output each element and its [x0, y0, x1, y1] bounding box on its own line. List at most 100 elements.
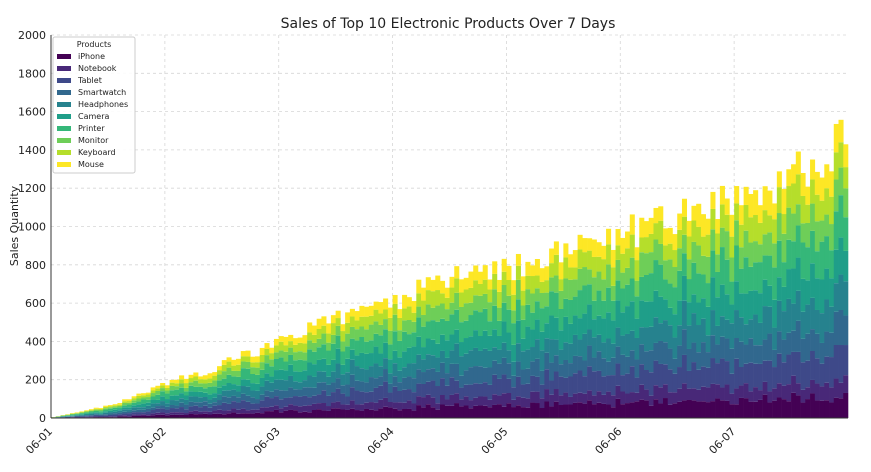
bar-segment-mouse — [136, 393, 142, 396]
bar-segment-monitor — [681, 234, 688, 254]
bar-segment-headphones — [620, 335, 626, 355]
bar-segment-headphones — [677, 325, 683, 346]
bar-segment-tablet — [202, 405, 208, 412]
bar-segment-mouse — [188, 374, 194, 379]
bar-segment-iphone — [425, 404, 431, 418]
bar-segment-camera — [715, 297, 721, 326]
bar-segment-mouse — [440, 280, 446, 294]
bar-segment-camera — [188, 391, 194, 397]
bar-segment-tablet — [269, 398, 275, 407]
bar-segment-mouse — [795, 151, 801, 175]
bar-segment-monitor — [444, 309, 450, 321]
bar-segment-smartwatch — [288, 387, 294, 398]
bar-segment-monitor — [553, 275, 559, 293]
bar-segment-mouse — [421, 287, 427, 301]
bar-segment-camera — [283, 370, 289, 381]
bar-segment-mouse — [515, 253, 521, 266]
bar-segment-tablet — [321, 390, 327, 404]
bar-segment-keyboard — [212, 375, 218, 381]
bar-segment-camera — [686, 302, 692, 326]
bar-segment-printer — [236, 376, 242, 386]
bar-segment-mouse — [653, 207, 659, 224]
bar-segment-iphone — [231, 412, 237, 418]
legend-label: Headphones — [78, 100, 128, 109]
bar-segment-tablet — [283, 397, 289, 407]
bar-segment-mouse — [264, 343, 270, 350]
bar-segment-keyboard — [345, 322, 351, 334]
bar-segment-mouse — [544, 266, 550, 281]
bar-segment-keyboard — [193, 376, 199, 381]
bar-segment-smartwatch — [349, 374, 355, 388]
bar-segment-iphone — [122, 416, 128, 418]
bar-segment-printer — [131, 402, 137, 406]
bar-segment-keyboard — [383, 309, 389, 320]
bar-segment-monitor — [791, 213, 797, 242]
bar-segment-keyboard — [288, 341, 294, 348]
bar-segment-iphone — [549, 406, 555, 418]
bar-segment-notebook — [421, 397, 427, 408]
bar-segment-mouse — [629, 214, 635, 235]
bar-segment-smartwatch — [677, 345, 683, 368]
bar-segment-printer — [278, 357, 284, 370]
bar-segment-monitor — [819, 220, 825, 242]
bar-segment-camera — [183, 395, 189, 400]
bar-segment-smartwatch — [345, 384, 351, 397]
bar-segment-headphones — [492, 347, 498, 361]
bar-segment-smartwatch — [724, 338, 730, 362]
bar-segment-headphones — [164, 403, 170, 407]
bar-segment-mouse — [183, 378, 189, 384]
bar-segment-tablet — [515, 376, 521, 397]
bar-segment-tablet — [345, 396, 351, 405]
bar-segment-monitor — [795, 204, 801, 226]
bar-segment-mouse — [269, 347, 275, 354]
bar-segment-mouse — [662, 228, 669, 246]
bar-segment-mouse — [359, 305, 365, 317]
bar-segment-tablet — [677, 367, 683, 389]
bar-segment-printer — [691, 262, 697, 295]
bar-segment-monitor — [639, 252, 645, 277]
bar-segment-headphones — [686, 325, 692, 349]
bar-segment-iphone — [335, 408, 341, 418]
bar-segment-monitor — [416, 306, 422, 318]
bar-segment-smartwatch — [112, 413, 118, 415]
chart-title: Sales of Top 10 Electronic Products Over… — [281, 16, 616, 32]
bar-segment-iphone — [634, 401, 640, 418]
bar-segment-iphone — [610, 407, 616, 418]
bar-segment-tablet — [226, 403, 232, 411]
legend-swatch — [57, 78, 71, 83]
bar-segment-camera — [520, 338, 526, 352]
bar-segment-headphones — [606, 338, 612, 362]
bar-segment-headphones — [226, 390, 232, 398]
bar-segment-camera — [700, 298, 706, 319]
bar-segment-mouse — [458, 279, 465, 293]
bar-segment-keyboard — [710, 208, 716, 230]
bar-segment-iphone — [691, 400, 697, 418]
bar-segment-iphone — [212, 413, 218, 418]
bar-segment-headphones — [511, 361, 517, 376]
bar-segment-notebook — [705, 387, 711, 403]
bar-segment-mouse — [686, 220, 692, 237]
bar-segment-printer — [440, 318, 446, 335]
legend-label: Notebook — [78, 64, 117, 73]
bar-segment-notebook — [748, 391, 754, 402]
bar-segment-monitor — [814, 221, 820, 252]
bar-segment-keyboard — [677, 229, 683, 249]
bar-segment-headphones — [795, 290, 801, 321]
bar-segment-tablet — [625, 373, 631, 394]
bar-segment-headphones — [719, 316, 725, 337]
bar-segment-camera — [221, 385, 227, 391]
bar-segment-mouse — [520, 276, 526, 291]
bar-segment-headphones — [724, 319, 730, 339]
bar-segment-monitor — [743, 230, 749, 258]
bar-segment-keyboard — [117, 404, 123, 406]
bar-segment-headphones — [520, 351, 526, 370]
bar-segment-iphone — [473, 405, 479, 418]
bar-segment-headphones — [183, 399, 189, 405]
bar-segment-printer — [506, 309, 512, 333]
bar-segment-monitor — [273, 352, 280, 360]
bar-segment-mouse — [743, 186, 749, 205]
bar-segment-tablet — [198, 407, 204, 412]
bar-segment-headphones — [126, 409, 132, 412]
bar-segment-mouse — [710, 191, 716, 209]
bar-segment-monitor — [829, 224, 835, 251]
